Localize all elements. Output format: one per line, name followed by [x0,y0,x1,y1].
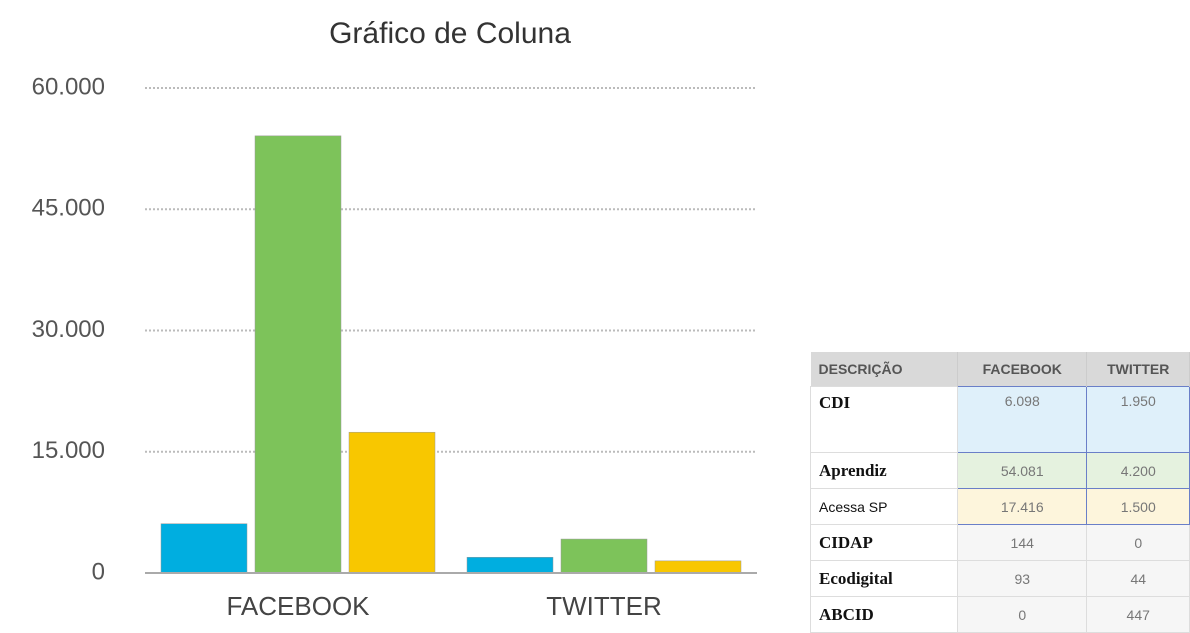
page: {"chart_data": {"type": "bar", "title": … [31,16,1190,633]
y-tick-label: 0 [92,558,105,585]
value-cell: 4.200 [1086,452,1190,489]
table-row: CIDAP 144 0 [809,524,1190,561]
x-tick-label: FACEBOOK [226,591,370,619]
header-cell: DESCRIÇÃO [810,352,959,387]
value-cell: 93 [957,560,1088,597]
row-label: Acessa SP [809,488,959,525]
table-row: Acessa SP 17.416 1.500 [809,488,1190,525]
data-table: DESCRIÇÃO FACEBOOK TWITTER CDI 6.098 1.950 Apr… [809,352,1190,633]
row-label: CIDAP [809,524,959,561]
y-tick-label: 30.000 [32,316,105,343]
value-cell: 0 [957,596,1088,633]
row-label: Ecodigital [809,560,959,597]
bar [348,431,436,574]
bar [654,560,742,574]
value-cell: 0 [1086,524,1190,561]
chart-title: Gráfico de Coluna [329,17,571,50]
bar [560,538,648,574]
table-row: CDI 6.098 1.950 [809,386,1190,453]
table-row: Ecodigital 93 44 [809,560,1190,597]
value-cell: 447 [1086,596,1190,633]
value-cell: 17.416 [957,488,1088,525]
bar [466,556,554,574]
value-cell: 44 [1086,560,1190,597]
y-tick-label: 15.000 [32,437,105,464]
value-cell: 6.098 [957,386,1088,453]
y-tick-label: 60.000 [32,73,105,100]
row-label: Aprendiz [809,452,959,489]
header-row: DESCRIÇÃO FACEBOOK TWITTER [810,352,1190,387]
row-label: CDI [809,386,959,453]
value-cell: 54.081 [957,452,1088,489]
x-tick-label: TWITTER [546,591,662,619]
header-cell: FACEBOOK [957,352,1088,387]
bar [160,523,248,574]
header-cell: TWITTER [1086,352,1190,387]
value-cell: 1.500 [1086,488,1190,525]
value-cell: 1.950 [1086,386,1190,453]
row-label: ABCID [809,596,959,633]
y-tick-label: 45.000 [32,195,105,222]
value-cell: 144 [957,524,1088,561]
bar [254,135,342,574]
table-row: Aprendiz 54.081 4.200 [809,452,1190,489]
table-row: ABCID 0 447 [809,596,1190,633]
chart: Gráfico de Coluna 0 15.000 30.000 45.000 60.… [32,17,757,619]
